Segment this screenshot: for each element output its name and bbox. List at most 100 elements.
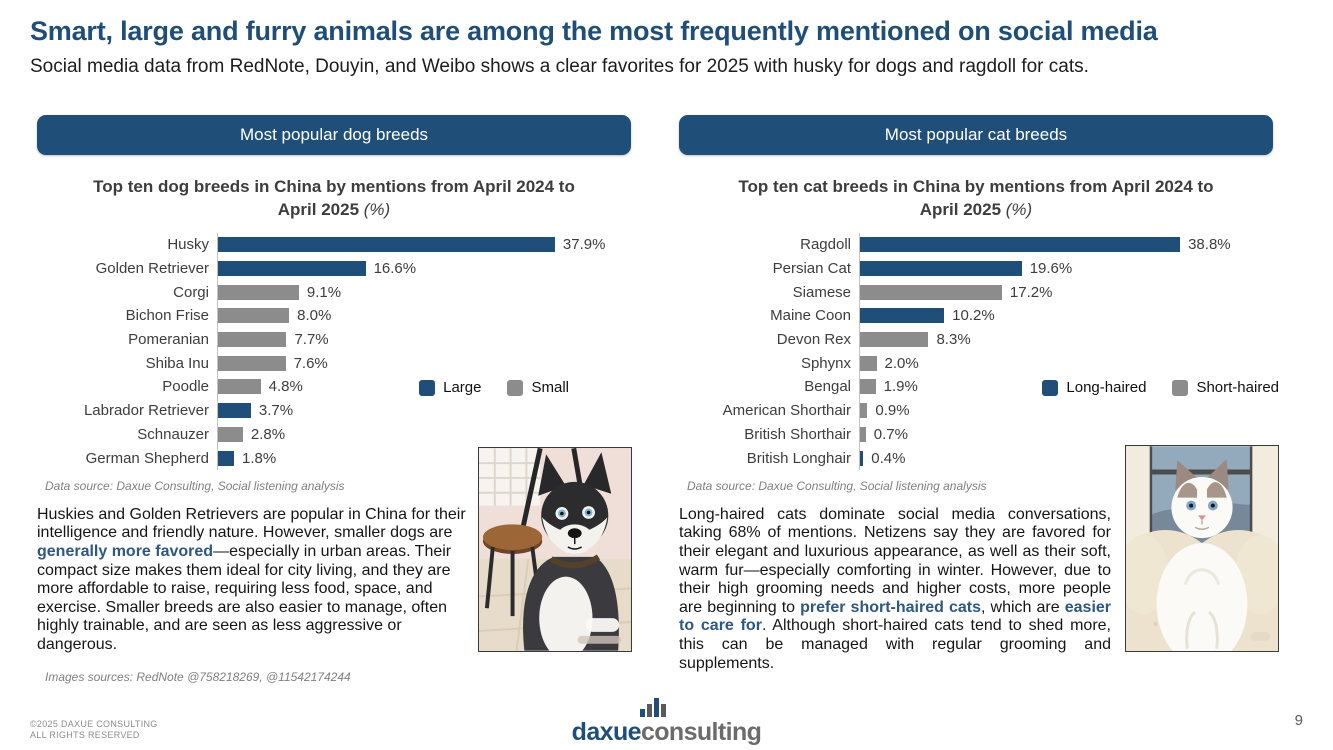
bar-row: Siamese 17.2%: [679, 280, 1273, 305]
bar-plot-area: 0.4%: [859, 446, 1273, 470]
bar-plot-area: 0.9%: [859, 398, 1273, 423]
logo-bars-icon: [639, 698, 666, 717]
bar-plot-area: 7.7%: [217, 327, 631, 352]
dog-chart-legend: Large Small: [419, 379, 569, 396]
bar: [860, 450, 864, 466]
daxue-consulting-logo: daxueconsulting: [0, 698, 1333, 747]
bar: [860, 332, 929, 348]
bar-row: Shiba Inu 7.6%: [37, 351, 631, 376]
bar-row: Ragdoll 38.8%: [679, 233, 1273, 257]
legend-swatch: [1042, 379, 1059, 396]
dog-panel-header: Most popular dog breeds: [37, 115, 631, 155]
body-text: . Although short-haired cats tend to she…: [679, 617, 1111, 672]
page-subtitle: Social media data from RedNote, Douyin, …: [30, 56, 1089, 77]
dog-panel: Most popular dog breeds Top ten dog bree…: [37, 115, 632, 684]
bar-category-label: Golden Retriever: [95, 260, 209, 278]
bar-plot-area: 19.6%: [859, 256, 1273, 281]
bar-category-label: Bichon Frise: [125, 307, 209, 325]
bar-value-label: 10.2%: [952, 307, 995, 325]
bar-plot-area: 2.0%: [859, 351, 1273, 376]
bar-plot-area: 1.8%: [217, 446, 631, 470]
logo-daxue: daxue: [571, 718, 642, 746]
page-title: Smart, large and furry animals are among…: [30, 16, 1158, 46]
cat-paragraph: Long-haired cats dominate social media c…: [679, 506, 1111, 673]
bar-plot-area: 3.7%: [217, 398, 631, 423]
cat-chart-title-text: Top ten cat breeds in China by mentions …: [738, 177, 1214, 219]
cat-chart-legend: Long-haired Short-haired: [1042, 379, 1279, 396]
highlighted-text: generally more favored: [37, 543, 214, 561]
cat-chart-title: Top ten cat breeds in China by mentions …: [679, 175, 1273, 221]
bar: [218, 332, 287, 348]
ragdoll-photo: [1125, 445, 1279, 652]
copyright-line1: ©2025 DAXUE CONSULTING: [30, 719, 158, 729]
bar-category-label: Corgi: [173, 283, 209, 301]
bar-category-label: American Shorthair: [722, 402, 851, 420]
cat-panel-header: Most popular cat breeds: [679, 115, 1273, 155]
bar-value-label: 19.6%: [1029, 260, 1073, 278]
bar-plot-area: 1.9%: [859, 375, 1273, 399]
body-text: , which are: [981, 598, 1065, 616]
bar-row: Maine Coon 10.2%: [679, 304, 1273, 328]
legend-swatch: [507, 379, 524, 396]
bar-value-label: 1.9%: [883, 378, 918, 396]
bar-category-label: Maine Coon: [770, 307, 851, 325]
bar: [860, 355, 877, 371]
legend-label: Short-haired: [1196, 379, 1279, 396]
bar: [860, 308, 945, 324]
images-sources-note: Images sources: RedNote @758218269, @115…: [45, 669, 351, 684]
bar-value-label: 4.8%: [268, 378, 303, 396]
legend-label: Long-haired: [1066, 379, 1147, 396]
bar-category-label: Siamese: [792, 283, 851, 301]
dog-chart-title: Top ten dog breeds in China by mentions …: [37, 175, 631, 221]
bar-category-label: Pomeranian: [128, 331, 209, 349]
bar-row: Persian Cat 19.6%: [679, 256, 1273, 281]
bar-row: American Shorthair 0.9%: [679, 398, 1273, 423]
bar-plot-area: 38.8%: [859, 233, 1273, 257]
dog-chart-title-text: Top ten dog breeds in China by mentions …: [93, 177, 575, 219]
bar-row: Pomeranian 7.7%: [37, 327, 631, 352]
legend-label: Large: [443, 379, 482, 396]
bar-value-label: 3.7%: [258, 402, 294, 420]
bar-plot-area: 37.9%: [217, 233, 631, 257]
bar-category-label: British Longhair: [746, 449, 851, 467]
bar-category-label: Husky: [167, 236, 209, 254]
bar: [218, 403, 251, 419]
bar-category-label: Schnauzer: [137, 425, 209, 443]
bar-row: Corgi 9.1%: [37, 280, 631, 305]
bar-plot-area: 17.2%: [859, 280, 1273, 305]
bar: [860, 237, 1181, 253]
bar-row: Golden Retriever 16.6%: [37, 256, 631, 281]
bar: [218, 284, 299, 300]
bar-category-label: British Shorthair: [744, 425, 851, 443]
bar-value-label: 8.3%: [936, 331, 971, 349]
bar-category-label: Shiba Inu: [145, 354, 209, 372]
page-number: 9: [1294, 712, 1303, 729]
bar-plot-area: 8.3%: [859, 327, 1273, 352]
bar-category-label: Labrador Retriever: [83, 402, 209, 420]
bar-category-label: Sphynx: [800, 354, 851, 372]
bar: [860, 379, 876, 395]
bar-plot-area: 2.8%: [217, 422, 631, 447]
bar-category-label: German Shepherd: [85, 449, 209, 467]
bar-value-label: 8.0%: [297, 307, 332, 325]
bar-row: German Shepherd 1.8%: [37, 446, 631, 470]
dog-chart-title-unit: (%): [363, 200, 391, 219]
bar-value-label: 7.6%: [293, 354, 328, 372]
bar: [218, 261, 366, 277]
bar-plot-area: 7.6%: [217, 351, 631, 376]
body-text: Huskies and Golden Retrievers are popula…: [37, 505, 466, 542]
bar-row: Poodle 4.8%: [37, 375, 631, 399]
legend-item: Long-haired: [1042, 379, 1146, 396]
legend-item: Large: [419, 379, 481, 396]
dog-paragraph: Huskies and Golden Retrievers are popula…: [37, 506, 469, 655]
bar-row: Bichon Frise 8.0%: [37, 304, 631, 328]
bar: [218, 237, 555, 253]
bar-value-label: 9.1%: [306, 283, 342, 301]
cat-data-source: Data source: Daxue Consulting, Social li…: [687, 478, 987, 493]
bar-value-label: 37.9%: [562, 236, 606, 254]
bar-row: Devon Rex 8.3%: [679, 327, 1273, 352]
bar-value-label: 16.6%: [373, 260, 417, 278]
highlighted-text: prefer short-haired cats: [800, 598, 982, 616]
bar: [860, 403, 868, 419]
bar-category-label: Ragdoll: [800, 236, 851, 254]
